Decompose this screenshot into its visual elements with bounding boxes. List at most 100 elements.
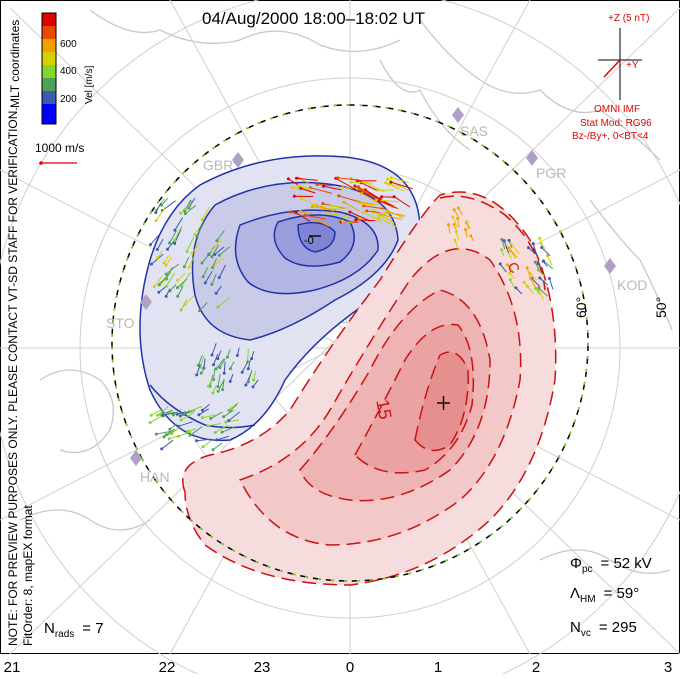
velocity-vector-origin	[176, 279, 179, 282]
velocity-vector-origin	[241, 371, 244, 374]
velocity-vector-origin	[212, 378, 215, 381]
velocity-vector-origin	[215, 292, 218, 295]
velocity-vector-origin	[200, 372, 203, 375]
velocity-vector-origin	[176, 286, 179, 289]
velocity-vector-origin	[161, 414, 164, 417]
velocity-vector-origin	[515, 286, 518, 289]
velocity-vector-origin	[202, 445, 205, 448]
velocity-vector-origin	[210, 255, 213, 258]
velocity-vector-origin	[183, 303, 186, 306]
velocity-vector-origin	[177, 435, 180, 438]
mlt-label-23: 23	[254, 659, 271, 674]
velocity-vector-origin	[293, 195, 296, 198]
velocity-vector-origin	[176, 295, 179, 298]
velocity-vector-origin	[529, 272, 532, 275]
contour-label-minus0: -0	[304, 235, 314, 247]
velocity-vector-origin	[322, 185, 325, 188]
velocity-vector-origin	[186, 430, 189, 433]
velocity-vector-origin	[354, 218, 357, 221]
imf-condition-label: Bz-/By+, 0<BT<4	[572, 131, 649, 142]
velocity-vector-origin	[168, 437, 171, 440]
velocity-vector-origin	[457, 207, 460, 210]
velocity-vector-origin	[189, 434, 192, 437]
colorbar-tick-600: 600	[60, 39, 77, 50]
velocity-vector-origin	[218, 276, 221, 279]
velocity-vector-origin	[179, 414, 182, 417]
velocity-vector-origin	[157, 291, 160, 294]
velocity-vector-origin	[184, 212, 187, 215]
velocity-vector-origin	[451, 216, 454, 219]
velocity-vector-origin	[227, 409, 230, 412]
velocity-vector-origin	[223, 372, 226, 375]
velocity-vector-origin	[393, 195, 396, 198]
velocity-vector-origin	[156, 248, 159, 251]
velocity-vector-origin	[150, 263, 153, 266]
velocity-vector-origin	[507, 247, 510, 250]
velocity-vector-origin	[172, 413, 175, 416]
velocity-vector-origin	[361, 203, 364, 206]
velocity-vector-origin	[453, 208, 456, 211]
velocity-vector-origin	[177, 425, 180, 428]
velocity-vector-origin	[185, 207, 188, 210]
velocity-vector-origin	[173, 239, 176, 242]
velocity-vector-origin	[191, 252, 194, 255]
contour-label-15: 15	[372, 398, 395, 421]
coordinate-system-label: MLT coordinates	[8, 20, 22, 108]
imf-z-label: +Z (5 nT)	[608, 13, 649, 24]
velocity-vector-origin	[532, 242, 535, 245]
velocity-vector-origin	[247, 367, 250, 370]
velocity-vector-origin	[316, 183, 319, 186]
station-label-gbr: GBR	[203, 157, 233, 173]
velocity-vector-origin	[469, 234, 472, 237]
velocity-colorbar	[42, 13, 56, 124]
velocity-vector-origin	[500, 248, 503, 251]
velocity-vector-origin	[313, 219, 316, 222]
velocity-vector-origin	[156, 414, 159, 417]
velocity-vector-origin	[193, 233, 196, 236]
velocity-vector-origin	[186, 250, 189, 253]
velocity-vector-origin	[180, 309, 183, 312]
velocity-vector-origin	[321, 202, 324, 205]
velocity-vector-origin	[227, 419, 230, 422]
velocity-vector-origin	[378, 200, 381, 203]
velocity-vector-origin	[213, 253, 216, 256]
velocity-vector-origin	[168, 428, 171, 431]
velocity-vector-origin	[291, 186, 294, 189]
velocity-vector-origin	[216, 357, 219, 360]
velocity-vector-origin	[170, 432, 173, 435]
velocity-vector-origin	[523, 281, 526, 284]
velocity-vector-origin	[526, 266, 529, 269]
velocity-vector-origin	[156, 256, 159, 259]
velocity-vector-origin	[165, 433, 168, 436]
velocity-vector-origin	[456, 217, 459, 220]
velocity-vector-origin	[299, 210, 302, 213]
velocity-vector-origin	[384, 181, 387, 184]
colorbar-tick-200: 200	[60, 94, 77, 105]
velocity-vector-origin	[534, 261, 537, 264]
velocity-vector-origin	[201, 262, 204, 265]
velocity-vector-origin	[299, 187, 302, 190]
velocity-vector-origin	[509, 278, 512, 281]
velocity-vector-origin	[287, 177, 290, 180]
plot-title: 04/Aug/2000 18:00–18:02 UT	[202, 9, 425, 28]
velocity-vector-origin	[211, 249, 214, 252]
velocity-vector-origin	[295, 177, 298, 180]
velocity-vector-origin	[211, 392, 214, 395]
velocity-vector-origin	[188, 266, 191, 269]
velocity-vector-origin	[341, 220, 344, 223]
station-label-sto: STO	[106, 315, 135, 331]
mlt-label-0: 0	[346, 659, 354, 674]
velocity-vector-origin	[217, 390, 220, 393]
velocity-vector-origin	[454, 239, 457, 242]
latitude-label-50: 50°	[653, 297, 669, 318]
velocity-vector-origin	[330, 204, 333, 207]
velocity-vector-origin	[222, 415, 225, 418]
velocity-vector-origin	[538, 237, 541, 240]
velocity-vector-origin	[387, 183, 390, 186]
velocity-vector-origin	[229, 367, 232, 370]
velocity-vector-origin	[247, 380, 250, 383]
velocity-vector-origin	[453, 223, 456, 226]
velocity-vector-origin	[165, 295, 168, 298]
velocity-vector-origin	[538, 277, 541, 280]
velocity-vector-origin	[361, 211, 364, 214]
